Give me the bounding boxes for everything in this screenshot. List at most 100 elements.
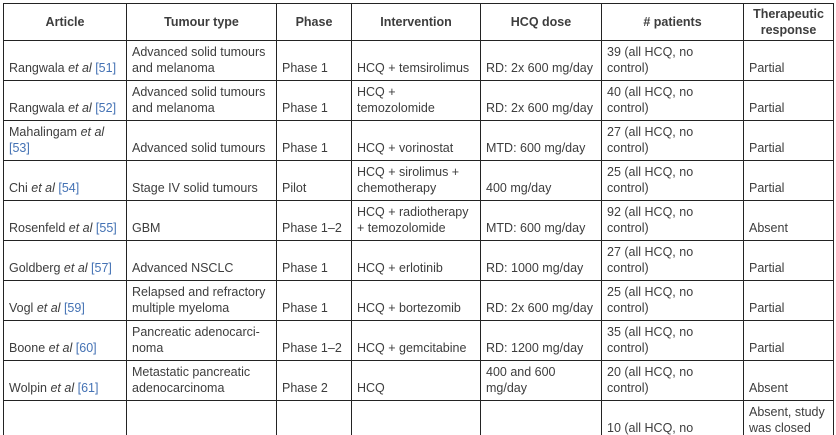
hcq-dose-cell: RD: 1000 mg/day (480, 240, 602, 281)
column-header-tumour-type: Tumour type (126, 3, 277, 41)
column-header-phase: Phase (276, 3, 352, 41)
hcq-dose-cell: MTD: 600 mg/day (480, 120, 602, 161)
citation-link[interactable]: [55] (95, 221, 117, 235)
tumour-type-cell: GBM (126, 200, 277, 241)
article-cell: Boone et al [60] (3, 320, 127, 361)
tumour-type-cell: Advanced solid tumours and melanoma (126, 40, 277, 81)
response-cell: Partial (743, 240, 834, 281)
citation-link[interactable]: [51] (95, 61, 117, 75)
patients-cell: 25 (all HCQ, no control) (601, 280, 744, 321)
tumour-type-cell: Pancreatic adenocarci-noma (126, 320, 277, 361)
response-cell: Absent, study was closed prematurely (743, 400, 834, 435)
patients-cell: 39 (all HCQ, no control) (601, 40, 744, 81)
article-etal: et al (63, 261, 88, 275)
hcq-dose-cell: 2x 200 mg/day (480, 400, 602, 435)
table-row: Wolpin et al [61] Metastatic pancreatic … (3, 360, 834, 401)
phase-cell: Phase 1 (276, 280, 352, 321)
response-cell: Partial (743, 160, 834, 201)
table-row: Goldberg et al [57] Advanced NSCLC Phase… (3, 240, 834, 281)
article-author: Rosenfeld (9, 221, 66, 235)
table-body: Rangwala et al [51] Advanced solid tumou… (3, 40, 834, 435)
article-cell: Goldberg et al [57] (3, 240, 127, 281)
patients-cell: 25 (all HCQ, no control) (601, 160, 744, 201)
intervention-cell: HCQ + bortezomib (351, 280, 481, 321)
article-cell: Rangwala et al [52] (3, 80, 127, 121)
response-cell: Partial (743, 80, 834, 121)
table-row: Boone et al [60] Pancreatic adenocarci-n… (3, 320, 834, 361)
intervention-cell: HCQ (351, 360, 481, 401)
hcq-dose-cell: RD: 2x 600 mg/day (480, 40, 602, 81)
article-etal: et al (31, 181, 55, 195)
phase-cell: Phase 2 (276, 400, 352, 435)
tumour-type-cell: Advanced solid tumours and melanoma (126, 80, 277, 121)
intervention-cell: HCQ + vorinostat (351, 120, 481, 161)
citation-link[interactable]: [60] (75, 341, 97, 355)
hcq-dose-cell: RD: 1200 mg/day (480, 320, 602, 361)
article-cell: Chi et al [62] (3, 400, 127, 435)
response-cell: Partial (743, 320, 834, 361)
patients-cell: 20 (all HCQ, no control) (601, 360, 744, 401)
table-row: Chi et al [62] Sarcoma Phase 2 HCQ + sir… (3, 400, 834, 435)
response-cell: Partial (743, 120, 834, 161)
hcq-dose-cell: RD: 2x 600 mg/day (480, 80, 602, 121)
table-row: Mahalingam et al [53] Advanced solid tum… (3, 120, 834, 161)
intervention-cell: HCQ + gemcitabine (351, 320, 481, 361)
citation-link[interactable]: [61] (77, 381, 99, 395)
article-etal: et al (68, 61, 92, 75)
patients-cell: 92 (all HCQ, no control) (601, 200, 744, 241)
article-author: Boone (9, 341, 46, 355)
patients-cell: 40 (all HCQ, no control) (601, 80, 744, 121)
hcq-dose-cell: MTD: 600 mg/day (480, 200, 602, 241)
article-cell: Mahalingam et al [53] (3, 120, 127, 161)
table-row: Rosenfeld et al [55] GBM Phase 1–2 HCQ +… (3, 200, 834, 241)
patients-cell: 27 (all HCQ, no control) (601, 120, 744, 161)
tumour-type-cell: Metastatic pancreatic adenocarcinoma (126, 360, 277, 401)
column-header-hcq-dose: HCQ dose (480, 3, 602, 41)
tumour-type-cell: Advanced solid tumours (126, 120, 277, 161)
phase-cell: Phase 1 (276, 120, 352, 161)
intervention-cell: HCQ + erlotinib (351, 240, 481, 281)
hcq-dose-cell: RD: 2x 600 mg/day (480, 280, 602, 321)
article-cell: Rosenfeld et al [55] (3, 200, 127, 241)
phase-cell: Phase 2 (276, 360, 352, 401)
citation-link[interactable]: [53] (9, 141, 30, 155)
citation-link[interactable]: [59] (63, 301, 85, 315)
table-row: Vogl et al [59] Relapsed and refractory … (3, 280, 834, 321)
tumour-type-cell: Sarcoma (126, 400, 277, 435)
article-author: Goldberg (9, 261, 61, 275)
article-author: Vogl (9, 301, 34, 315)
citation-link[interactable]: [57] (91, 261, 112, 275)
tumour-type-cell: Stage IV solid tumours (126, 160, 277, 201)
phase-cell: Phase 1–2 (276, 320, 352, 361)
article-author: Chi (9, 181, 28, 195)
article-author: Mahalingam (9, 125, 78, 139)
article-author: Wolpin (9, 381, 47, 395)
column-header-intervention: Intervention (351, 3, 481, 41)
citation-link[interactable]: [54] (58, 181, 80, 195)
article-author: Rangwala (9, 61, 65, 75)
response-cell: Absent (743, 200, 834, 241)
patients-cell: 27 (all HCQ, no control) (601, 240, 744, 281)
article-cell: Wolpin et al [61] (3, 360, 127, 401)
phase-cell: Pilot (276, 160, 352, 201)
phase-cell: Phase 1–2 (276, 200, 352, 241)
column-header-article: Article (3, 3, 127, 41)
article-etal: et al (48, 341, 73, 355)
response-cell: Absent (743, 360, 834, 401)
patients-cell: 10 (all HCQ, no control) (601, 400, 744, 435)
article-etal: et al (50, 381, 75, 395)
phase-cell: Phase 1 (276, 80, 352, 121)
article-cell: Vogl et al [59] (3, 280, 127, 321)
intervention-cell: HCQ + temozolomide (351, 80, 481, 121)
table-row: Rangwala et al [51] Advanced solid tumou… (3, 40, 834, 81)
article-author: Rangwala (9, 101, 65, 115)
table-row: Chi et al [54] Stage IV solid tumours Pi… (3, 160, 834, 201)
intervention-cell: HCQ + temsirolimus (351, 40, 481, 81)
hcq-dose-cell: 400 mg/day (480, 160, 602, 201)
article-cell: Chi et al [54] (3, 160, 127, 201)
citation-link[interactable]: [52] (95, 101, 117, 115)
patients-cell: 35 (all HCQ, no control) (601, 320, 744, 361)
header-row: Article Tumour type Phase Intervention H… (3, 3, 834, 41)
article-etal: et al (80, 125, 105, 139)
table-row: Rangwala et al [52] Advanced solid tumou… (3, 80, 834, 121)
